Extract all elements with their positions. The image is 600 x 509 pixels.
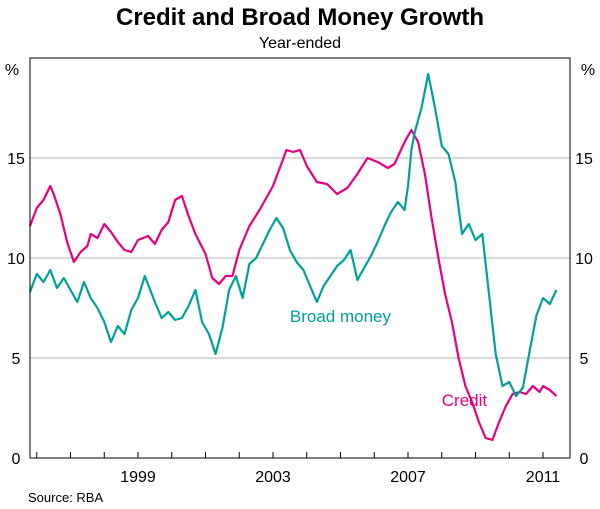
y-tick-label-left: 0 [12,451,21,468]
y-tick-label-right: 0 [580,451,589,468]
y-unit-right: % [581,62,595,79]
chart-title: Credit and Broad Money Growth [116,4,484,31]
series-label-credit: Credit [442,391,488,410]
y-tick-label-right: 15 [575,151,593,168]
tick-labels: 0 0 5 5 10 10 15 15 1999 2003 2007 2011 [7,151,593,486]
x-tick-label: 2011 [526,469,561,486]
series-label-broad-money: Broad money [290,307,392,326]
x-axis-ticks [36,452,544,458]
plot-frame [29,57,571,459]
series-line-credit [28,128,558,442]
y-tick-label-right: 10 [575,251,593,268]
x-tick-label: 2003 [255,469,291,486]
chart-subtitle: Year-ended [259,35,341,52]
y-tick-label-left: 10 [7,251,25,268]
y-unit-left: % [5,62,19,79]
source-note: Source: RBA [28,490,103,505]
series-line-broad-money [28,72,558,398]
x-tick-label: 2007 [390,469,426,486]
gridlines [30,157,570,359]
y-tick-label-left: 5 [12,351,21,368]
y-tick-label-right: 5 [580,351,589,368]
x-tick-label: 1999 [120,469,156,486]
y-tick-label-left: 15 [7,151,25,168]
series-group: Credit Broad money [28,72,558,442]
